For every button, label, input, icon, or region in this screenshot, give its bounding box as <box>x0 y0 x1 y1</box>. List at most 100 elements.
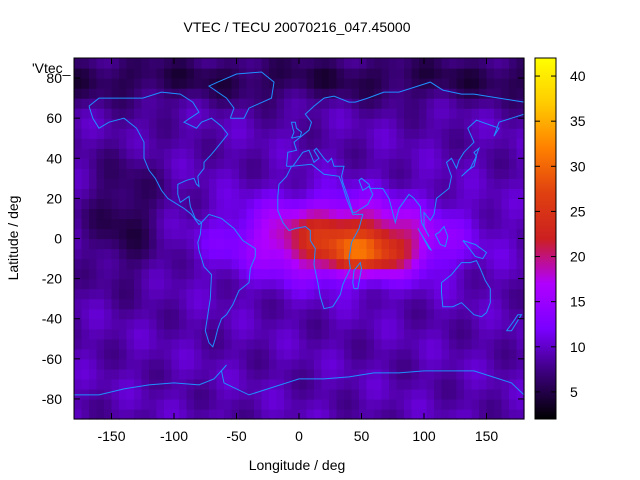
heatmap-cell <box>306 288 315 300</box>
heatmap-cell <box>254 248 263 260</box>
heatmap-cell <box>74 348 83 360</box>
heatmap-cell <box>426 268 435 280</box>
heatmap-cell <box>261 58 270 69</box>
heatmap-cell <box>434 208 443 220</box>
heatmap-cell <box>284 238 293 250</box>
heatmap-cell <box>449 98 458 109</box>
heatmap-cell <box>321 298 330 310</box>
heatmap-cell <box>321 408 330 420</box>
heatmap-cell <box>224 108 233 119</box>
heatmap-cell <box>471 198 480 210</box>
heatmap-cell <box>186 198 195 210</box>
heatmap-cell <box>246 398 255 410</box>
heatmap-cell <box>261 388 270 400</box>
heatmap-cell <box>449 188 458 199</box>
heatmap-cell <box>126 338 135 350</box>
heatmap-cell <box>329 78 338 89</box>
heatmap-cell <box>284 88 293 99</box>
heatmap-cell <box>411 198 420 210</box>
heatmap-cell <box>449 388 458 400</box>
heatmap-cell <box>411 58 420 69</box>
heatmap-cell <box>314 328 323 340</box>
heatmap-cell <box>434 68 443 79</box>
heatmap-cell <box>149 68 158 79</box>
heatmap-cell <box>501 228 510 240</box>
heatmap-cell <box>291 378 300 390</box>
heatmap-cell <box>246 208 255 220</box>
heatmap-cell <box>486 358 495 370</box>
heatmap-cell <box>291 338 300 350</box>
heatmap-cell <box>471 118 480 129</box>
heatmap-cell <box>471 248 480 260</box>
heatmap-cell <box>194 68 203 79</box>
heatmap-cell <box>464 188 473 199</box>
heatmap-cell <box>261 98 270 109</box>
heatmap-cell <box>419 238 428 250</box>
heatmap-cell <box>486 78 495 89</box>
heatmap-cell <box>201 218 210 230</box>
heatmap-cell <box>441 288 450 300</box>
heatmap-cell <box>494 398 503 410</box>
heatmap-cell <box>209 278 218 290</box>
heatmap-cell <box>164 138 173 149</box>
heatmap-cell <box>389 288 398 300</box>
heatmap-cell <box>321 158 330 169</box>
heatmap-cell <box>74 168 83 179</box>
heatmap-cell <box>426 118 435 129</box>
heatmap-cell <box>471 338 480 350</box>
heatmap-cell <box>126 148 135 159</box>
heatmap-cell <box>276 328 285 340</box>
heatmap-cell <box>434 128 443 139</box>
heatmap-cell <box>224 358 233 370</box>
heatmap-cell <box>74 68 83 79</box>
heatmap-cell <box>171 128 180 139</box>
heatmap-cell <box>426 378 435 390</box>
heatmap-cell <box>89 358 98 370</box>
heatmap-cell <box>111 388 120 400</box>
heatmap-cell <box>194 368 203 380</box>
heatmap-cell <box>479 218 488 230</box>
heatmap-cell <box>96 138 105 149</box>
heatmap-cell <box>344 188 353 199</box>
heatmap-cell <box>501 348 510 360</box>
heatmap-cell <box>269 188 278 199</box>
heatmap-cell <box>494 358 503 370</box>
heatmap-cell <box>291 58 300 69</box>
heatmap-cell <box>81 118 90 129</box>
heatmap-cell <box>456 318 465 330</box>
heatmap-cell <box>479 388 488 400</box>
heatmap-cell <box>306 78 315 89</box>
heatmap-cell <box>81 308 90 320</box>
heatmap-cell <box>344 138 353 149</box>
heatmap-cell <box>419 168 428 179</box>
heatmap-cell <box>261 228 270 240</box>
heatmap-cell <box>329 138 338 149</box>
heatmap-cell <box>509 138 518 149</box>
heatmap-cell <box>299 238 308 250</box>
heatmap-cell <box>501 368 510 380</box>
heatmap-cell <box>516 108 525 119</box>
heatmap-cell <box>374 248 383 260</box>
heatmap-cell <box>479 158 488 169</box>
x-axis-ticks: -150 -100 -50 0 50 100 150 <box>97 58 498 444</box>
heatmap-cell <box>486 338 495 350</box>
heatmap-cell <box>336 218 345 230</box>
heatmap-cell <box>149 248 158 260</box>
heatmap-cell <box>344 128 353 139</box>
heatmap-cell <box>104 248 113 260</box>
heatmap-cell <box>164 88 173 99</box>
heatmap-cell <box>284 228 293 240</box>
heatmap-cell <box>164 338 173 350</box>
heatmap-cell <box>179 158 188 169</box>
heatmap-cell <box>149 368 158 380</box>
heatmap-cell <box>464 298 473 310</box>
key-label: 'Vtec_ <box>32 60 71 76</box>
heatmap-cell <box>501 128 510 139</box>
heatmap-cell <box>411 178 420 189</box>
heatmap-cell <box>156 198 165 210</box>
heatmap-cell <box>239 188 248 199</box>
heatmap-cell <box>239 158 248 169</box>
heatmap-cell <box>411 408 420 420</box>
heatmap-cell <box>404 118 413 129</box>
heatmap-cell <box>441 58 450 69</box>
